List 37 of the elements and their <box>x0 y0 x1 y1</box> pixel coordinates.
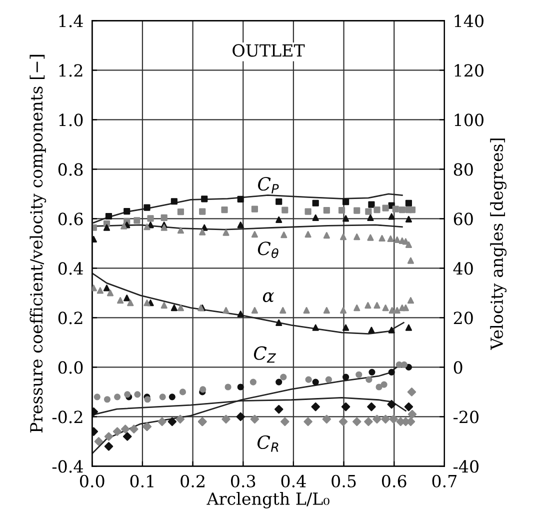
x-tick-label: 0.6 <box>382 474 406 488</box>
y-tick-label: 1.2 <box>59 64 82 77</box>
y-tick-label: 0.0 <box>58 361 83 374</box>
y2-tick-label: 100 <box>454 114 484 126</box>
x-tick-label: 0.7 <box>432 474 456 488</box>
annotation: C$_{P}$ <box>258 176 279 194</box>
y-tick-label: 0.8 <box>58 163 83 176</box>
y2-tick-label: 80 <box>454 163 473 176</box>
y2-tick-label: 120 <box>454 64 484 77</box>
y-axis-title: Pressure coefficient/velocity components [−] <box>30 54 46 433</box>
y-tick-label: 0.4 <box>58 262 83 275</box>
y-tick-label: 0.2 <box>58 312 82 324</box>
y2-tick-label: -20 <box>454 410 479 424</box>
y2-tick-label: 140 <box>454 14 484 28</box>
y2-tick-label: 20 <box>454 312 473 324</box>
y2-tick-label: 0 <box>454 361 462 374</box>
y2-tick-label: 40 <box>453 262 473 275</box>
y-tick-label: 1.4 <box>59 14 83 28</box>
y-tick-label: 0.6 <box>58 212 83 226</box>
y2-tick-label: -40 <box>454 460 479 473</box>
x-tick-label: 0.1 <box>130 474 154 488</box>
annotation: C$_{R}$ <box>257 435 278 452</box>
y-tick-label: -0.2 <box>52 410 82 424</box>
annotation: C$_{Z}$ <box>254 346 276 363</box>
y-tick-label: 1.0 <box>59 114 83 126</box>
x-tick-label: 0.0 <box>80 474 104 488</box>
x-tick-label: 0.5 <box>332 474 356 488</box>
y2-tick-label: 60 <box>454 212 473 226</box>
annotation: C$_{θ}$ <box>258 242 278 258</box>
x-tick-label: 0.3 <box>230 474 256 488</box>
y-tick-label: -0.4 <box>52 460 83 473</box>
y2-axis-title: Velocity angles [degrees] <box>490 138 507 350</box>
x-tick-label: 0.4 <box>281 474 306 488</box>
x-axis-title: Arclength L/L₀ <box>206 492 330 508</box>
text: OUTLET <box>232 44 305 57</box>
x-tick-label: 0.2 <box>180 474 204 488</box>
annotation: α <box>262 292 274 302</box>
